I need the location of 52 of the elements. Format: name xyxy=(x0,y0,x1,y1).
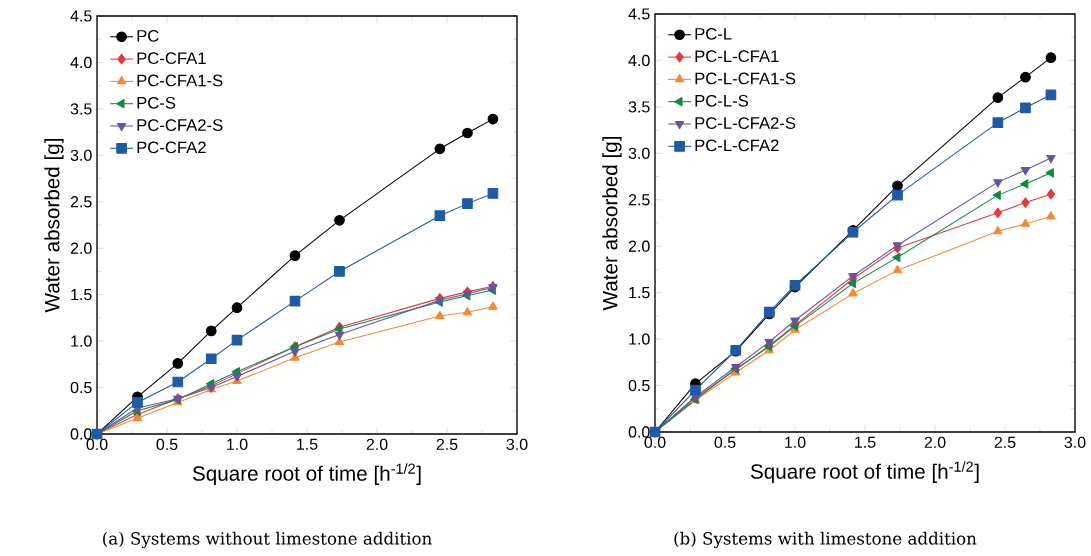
legend-label: PC-L xyxy=(695,27,732,40)
y-tick-label: 0.5 xyxy=(628,379,650,392)
y-tick-label: 2.5 xyxy=(628,194,650,206)
y-tick-label: 1.5 xyxy=(71,289,92,301)
y-tick-label: 0.0 xyxy=(628,426,650,438)
x-tick-label: 0.0 xyxy=(644,436,666,449)
x-tick-label: 1.0 xyxy=(785,436,806,449)
y-tick-label: 2.0 xyxy=(70,242,92,254)
legend-label: PC-S xyxy=(137,96,176,109)
legend-label: PC-CFA1 xyxy=(137,52,206,65)
legend-label: PC-L-CFA2 xyxy=(695,139,779,152)
y-tick-label: 1.5 xyxy=(629,287,650,299)
x-tick-label: 0.5 xyxy=(714,436,736,449)
y-tick-label: 3.5 xyxy=(70,103,92,115)
y-tick-label: 4.0 xyxy=(628,54,650,67)
y-axis-title: Water absorbed [g] xyxy=(602,137,622,311)
y-tick-label: 2.0 xyxy=(628,240,650,252)
x-tick-label: 1.5 xyxy=(855,436,876,448)
y-tick-label: 4.5 xyxy=(628,8,650,20)
x-tick-label: 3.0 xyxy=(506,438,528,451)
legend-label: PC-L-CFA1 xyxy=(695,50,779,63)
x-tick-label: 2.5 xyxy=(994,436,1016,449)
x-tick-label: 1.5 xyxy=(297,438,318,450)
legend-label: PC-L-CFA2-S xyxy=(695,117,796,129)
y-tick-label: 2.5 xyxy=(70,196,92,208)
x-tick-label: 2.0 xyxy=(924,436,946,449)
x-tick-label: 0.0 xyxy=(86,438,108,451)
x-tick-label: 2.5 xyxy=(436,438,458,451)
y-axis-title: Water absorbed [g] xyxy=(44,139,64,313)
legend-label: PC-L-S xyxy=(695,94,749,107)
legend-label: PC xyxy=(137,29,159,42)
x-tick-label: 2.0 xyxy=(366,438,388,451)
y-tick-label: 1.0 xyxy=(629,333,650,345)
legend-label: PC-L-CFA1-S xyxy=(695,72,796,85)
legend-label: PC-CFA1-S xyxy=(137,74,223,87)
x-tick-label: 1.0 xyxy=(227,438,248,451)
y-tick-label: 4.0 xyxy=(70,56,92,69)
x-tick-label: 3.0 xyxy=(1064,436,1086,449)
text: (b) Systems with limestone addition xyxy=(674,531,977,549)
x-axis-title: Square root of time [h$^{-1/2}$] xyxy=(750,461,979,483)
y-tick-label: 3.5 xyxy=(628,101,650,113)
y-tick-label: 4.5 xyxy=(70,10,92,22)
legend-label: PC-CFA2 xyxy=(137,141,206,154)
y-tick-label: 3.0 xyxy=(628,147,650,159)
y-tick-label: 3.0 xyxy=(70,149,92,161)
y-tick-label: 1.0 xyxy=(71,335,92,347)
x-tick-label: 0.5 xyxy=(156,438,178,451)
legend-label: PC-CFA2-S xyxy=(137,119,223,131)
y-tick-label: 0.0 xyxy=(70,428,92,440)
x-axis-title: Square root of time [h$^{-1/2}$] xyxy=(192,463,421,485)
text: (a) Systems without limestone addition xyxy=(103,531,432,549)
y-tick-label: 0.5 xyxy=(70,381,92,394)
